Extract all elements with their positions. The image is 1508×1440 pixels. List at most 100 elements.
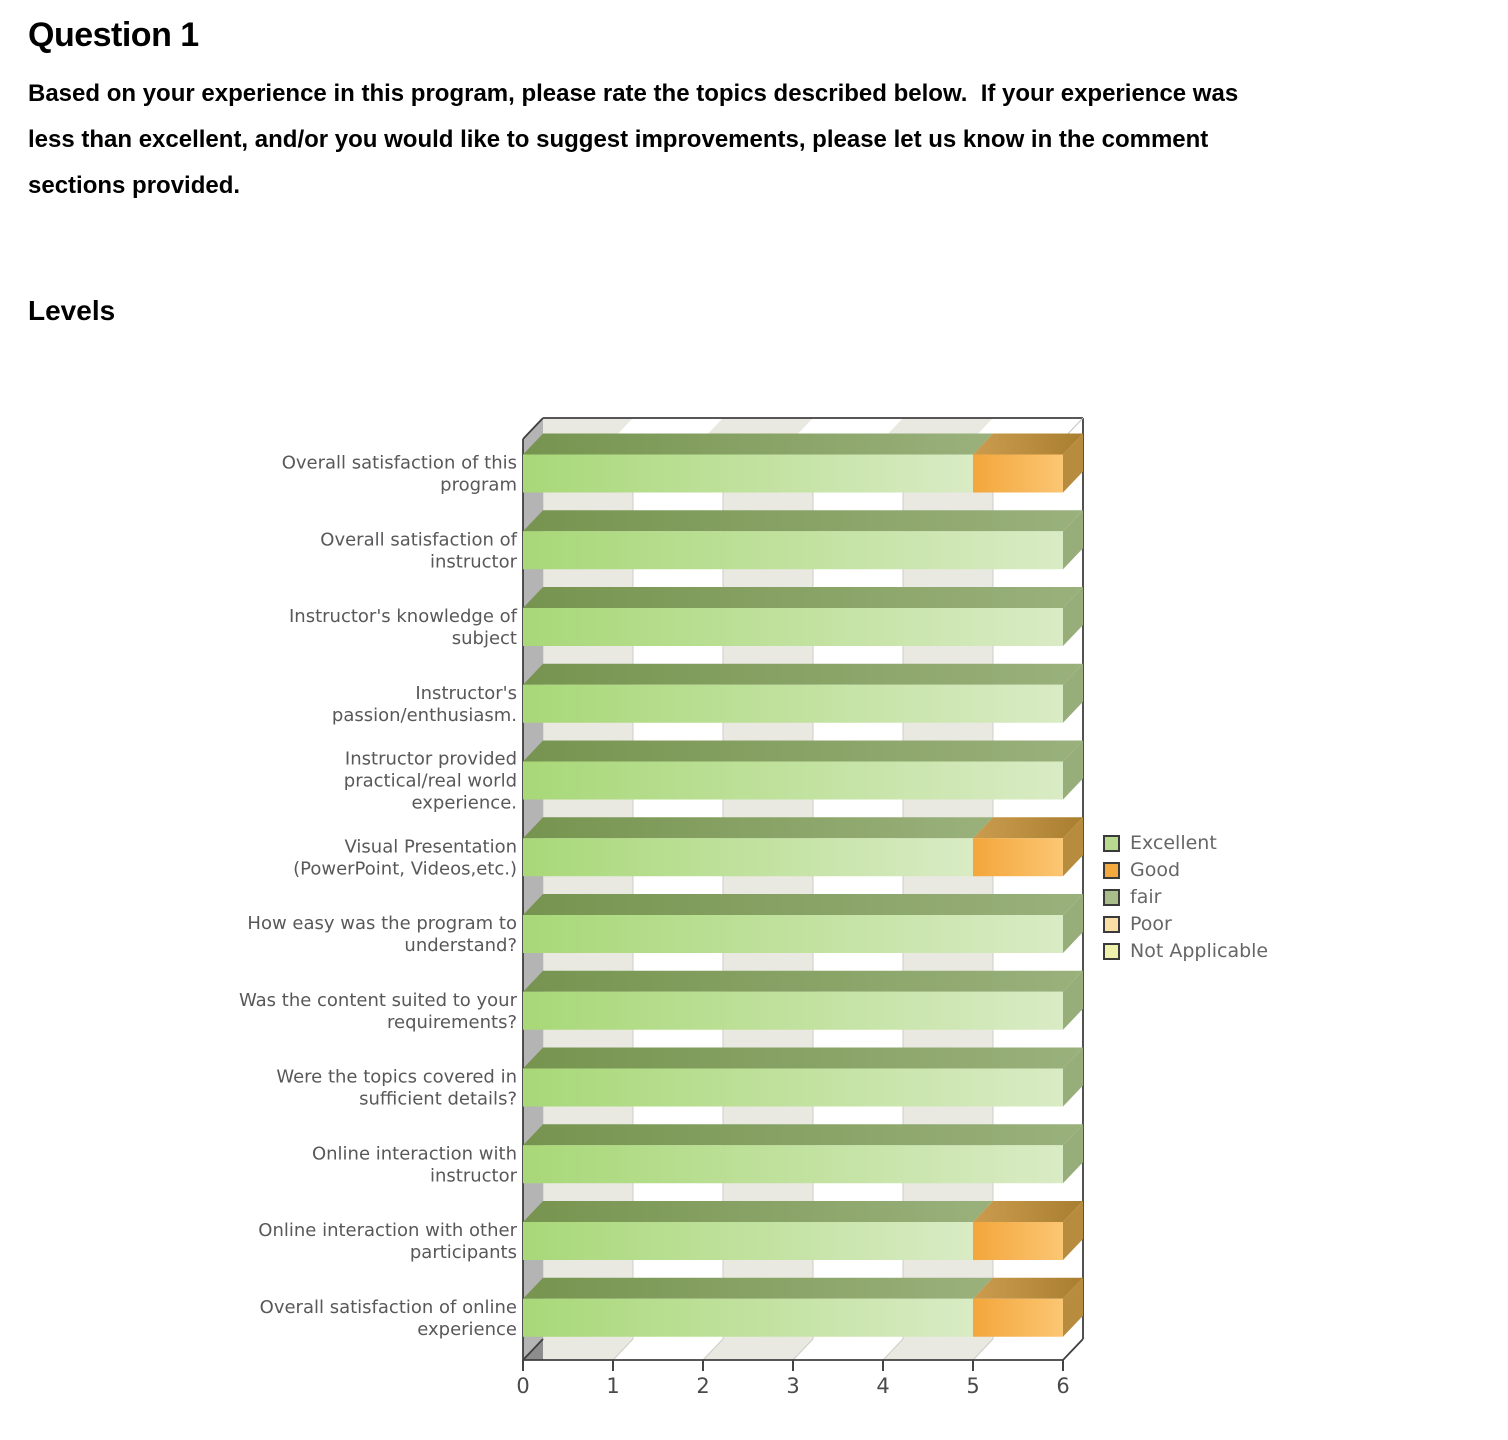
category-label: Overall satisfaction of this	[282, 453, 517, 474]
bar-segment-good	[973, 838, 1063, 877]
x-axis-tick-label: 0	[516, 1374, 529, 1398]
legend-swatch-poor	[1103, 916, 1120, 933]
question-title: Question 1	[28, 16, 199, 54]
bar-top-good	[973, 433, 1083, 455]
category-label: Overall satisfaction of	[320, 529, 517, 550]
plot-floor-stripe	[523, 1339, 633, 1360]
bar-side-excellent	[1063, 740, 1083, 800]
bar-segment-excellent	[523, 915, 1063, 953]
question-description-line: Based on your experience in this program…	[28, 80, 1239, 107]
bar-top-good	[973, 1201, 1083, 1222]
category-label: understand?	[404, 935, 517, 956]
bar-top-excellent	[523, 510, 1083, 532]
category-label: Instructor's knowledge of	[289, 606, 518, 627]
bar-side-excellent	[1063, 970, 1083, 1030]
bar-segment-good	[973, 454, 1063, 493]
legend-label-fair: fair	[1130, 886, 1162, 908]
bar-side-good	[1063, 817, 1083, 877]
legend-label-good: Good	[1130, 859, 1180, 881]
plot-floor-stripe	[883, 1339, 993, 1360]
bar-top-excellent	[523, 970, 1083, 992]
category-label: instructor	[430, 551, 518, 572]
bar-side-good	[1063, 433, 1083, 493]
bar-side-good	[1063, 1277, 1083, 1337]
category-label: Visual Presentation	[344, 836, 517, 857]
bar-top-good	[973, 1277, 1083, 1299]
category-label: instructor	[430, 1165, 518, 1186]
bar-segment-excellent	[523, 684, 1063, 723]
plot-backwall-stripe	[813, 418, 903, 1339]
plot-floor-stripe	[613, 1339, 723, 1360]
x-axis-tick-label: 1	[606, 1374, 619, 1398]
levels-heading: Levels	[28, 295, 116, 326]
category-label: requirements?	[387, 1012, 517, 1033]
x-axis-tick-label: 3	[786, 1374, 799, 1398]
category-label: How easy was the program to	[247, 913, 517, 934]
bar-top-excellent	[523, 1201, 993, 1222]
floor-gridline	[612, 1338, 634, 1361]
plot-backwall-stripe	[543, 418, 633, 1339]
legend-swatch-excellent	[1103, 835, 1120, 852]
bar-top-excellent	[523, 817, 993, 839]
category-label: Overall satisfaction of online	[260, 1297, 517, 1318]
category-label: passion/enthusiasm.	[332, 705, 517, 726]
bar-side-excellent	[1063, 663, 1083, 723]
bar-top-excellent	[523, 1047, 1083, 1069]
plot-backwall-stripe	[903, 418, 993, 1339]
floor-gridline	[702, 1338, 724, 1361]
category-label: practical/real world	[344, 771, 517, 792]
legend-swatch-fair	[1103, 889, 1120, 906]
x-axis-tick-label: 6	[1056, 1374, 1069, 1398]
category-label: experience	[417, 1319, 517, 1340]
bar-segment-good	[973, 1298, 1063, 1337]
plot-backwall-stripe	[993, 418, 1083, 1339]
bar-top-excellent	[523, 894, 1083, 915]
bar-top-good	[973, 817, 1083, 839]
plot-floor-stripe	[793, 1339, 903, 1360]
category-label: Online interaction with other	[258, 1220, 517, 1241]
category-label: Instructor provided	[345, 749, 517, 770]
bar-side-excellent	[1063, 587, 1083, 646]
category-label: experience.	[412, 793, 518, 814]
bar-segment-excellent	[523, 1145, 1063, 1184]
plot-backwall-stripe	[723, 418, 813, 1339]
bar-segment-excellent	[523, 1298, 973, 1337]
plot-box-edge	[522, 417, 544, 440]
plot-leftwall	[523, 418, 543, 1360]
question-description-line: less than excellent, and/or you would li…	[28, 126, 1209, 153]
legend-label-not-applicable: Not Applicable	[1130, 940, 1268, 962]
floor-gridline	[882, 1338, 904, 1361]
question-description-line: sections provided.	[28, 172, 241, 199]
bar-segment-excellent	[523, 531, 1063, 570]
plot-box-edge	[1062, 1338, 1084, 1361]
category-label: Online interaction with	[312, 1143, 517, 1164]
legend-label-poor: Poor	[1130, 913, 1172, 935]
bar-segment-excellent	[523, 1068, 1063, 1107]
floor-gridline	[792, 1338, 814, 1361]
category-label: Was the content suited to your	[239, 990, 518, 1011]
bar-segment-good	[973, 1222, 1063, 1260]
category-label: participants	[410, 1242, 517, 1263]
bar-top-excellent	[523, 1277, 993, 1299]
bar-segment-excellent	[523, 761, 1063, 800]
x-axis-tick-label: 4	[876, 1374, 889, 1398]
bar-top-excellent	[523, 740, 1083, 762]
legend-label-excellent: Excellent	[1130, 832, 1217, 854]
bar-top-excellent	[523, 587, 1083, 608]
bar-top-excellent	[523, 1124, 1083, 1146]
category-label: Instructor's	[415, 683, 517, 704]
bar-top-excellent	[523, 663, 1083, 685]
x-axis-tick-label: 5	[966, 1374, 979, 1398]
question-description: Based on your experience in this program…	[28, 71, 1480, 209]
bar-side-excellent	[1063, 1047, 1083, 1107]
bar-segment-excellent	[523, 838, 973, 877]
bar-segment-excellent	[523, 608, 1063, 646]
plot-floor-stripe	[703, 1339, 813, 1360]
bar-top-excellent	[523, 433, 993, 455]
category-label: (PowerPoint, Videos,etc.)	[293, 858, 517, 879]
bar-side-excellent	[1063, 894, 1083, 953]
bar-side-good	[1063, 1201, 1083, 1260]
floor-gridline	[972, 1338, 994, 1361]
bar-segment-excellent	[523, 454, 973, 493]
